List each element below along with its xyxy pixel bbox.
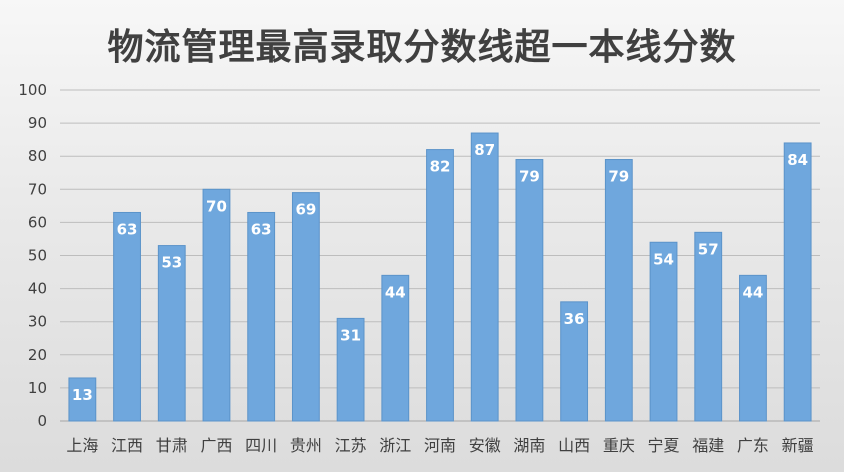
y-tick-label: 100 — [18, 81, 47, 99]
data-label: 70 — [206, 197, 227, 215]
bar — [336, 317, 365, 422]
data-label: 63 — [251, 220, 272, 238]
x-tick-label: 福建 — [692, 436, 724, 455]
bar — [202, 188, 231, 422]
x-tick-label: 江西 — [111, 436, 143, 455]
y-tick-label: 20 — [28, 346, 47, 364]
data-label: 57 — [698, 240, 719, 258]
y-tick-label: 10 — [28, 379, 47, 397]
x-tick-label: 新疆 — [782, 436, 814, 455]
bar — [783, 142, 812, 422]
bar — [649, 241, 678, 422]
data-label: 82 — [430, 158, 451, 176]
bar — [381, 274, 410, 422]
x-tick-label: 浙江 — [379, 436, 411, 455]
bar — [68, 377, 97, 422]
data-label: 84 — [787, 151, 808, 169]
y-tick-label: 40 — [28, 280, 47, 298]
y-tick-label: 50 — [28, 247, 47, 265]
data-label: 79 — [519, 168, 540, 186]
x-tick-label: 甘肃 — [156, 436, 188, 455]
bar — [113, 211, 141, 422]
y-tick-label: 60 — [28, 213, 47, 231]
x-tick-label: 广西 — [200, 436, 232, 455]
bar — [157, 245, 186, 422]
data-label: 31 — [340, 326, 361, 344]
x-tick-label: 安徽 — [469, 436, 501, 455]
bar — [694, 231, 723, 422]
x-tick-label: 上海 — [66, 436, 98, 455]
data-label: 44 — [743, 283, 764, 301]
bar — [739, 274, 767, 422]
bar — [247, 211, 276, 422]
y-tick-label: 80 — [28, 147, 47, 165]
data-label: 87 — [474, 141, 495, 159]
data-label: 36 — [564, 310, 585, 328]
data-label: 13 — [72, 386, 93, 404]
chart-title: 物流管理最高录取分数线超一本线分数 — [107, 27, 737, 68]
bar — [560, 301, 589, 422]
x-tick-label: 广东 — [737, 436, 769, 455]
y-tick-label: 30 — [28, 313, 47, 331]
y-tick-label: 0 — [37, 412, 47, 430]
x-tick-label: 湖南 — [513, 436, 545, 455]
bar — [291, 192, 320, 422]
data-label: 53 — [161, 254, 182, 272]
bar — [470, 132, 499, 422]
data-label: 44 — [385, 283, 406, 301]
x-tick-label: 重庆 — [603, 436, 635, 455]
x-tick-label: 贵州 — [290, 436, 322, 455]
x-tick-label: 江苏 — [335, 436, 367, 455]
x-tick-label: 山西 — [558, 436, 590, 455]
y-tick-label: 70 — [28, 180, 47, 198]
y-tick-label: 90 — [28, 114, 47, 132]
bar — [604, 159, 633, 422]
bar — [426, 149, 454, 422]
x-tick-label: 河南 — [424, 436, 456, 455]
data-label: 79 — [608, 168, 629, 186]
bar — [515, 159, 544, 422]
data-label: 69 — [295, 201, 316, 219]
data-label: 54 — [653, 250, 674, 268]
x-tick-label: 宁夏 — [648, 436, 680, 455]
data-label: 63 — [117, 220, 138, 238]
x-tick-label: 四川 — [245, 436, 277, 455]
